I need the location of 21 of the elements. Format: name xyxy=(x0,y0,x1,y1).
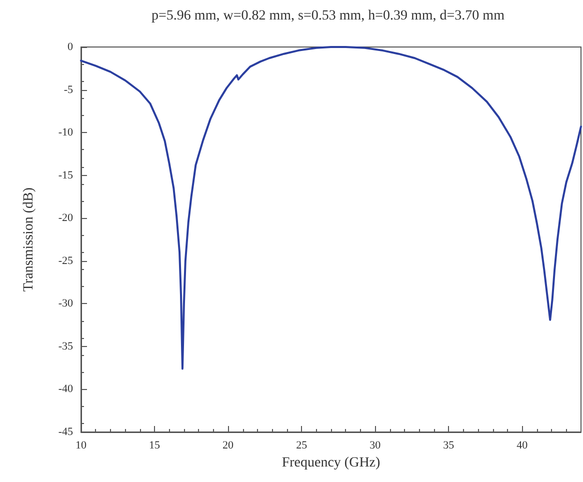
y-tick-label: -10 xyxy=(58,126,74,139)
y-axis-title: Transmission (dB) xyxy=(22,187,36,292)
x-tick-label: 25 xyxy=(296,440,308,452)
y-tick-label: -5 xyxy=(64,84,74,96)
x-tick-label: 15 xyxy=(149,440,161,452)
x-tick-label: 10 xyxy=(76,440,87,452)
y-tick-label: -40 xyxy=(58,383,74,396)
line-series xyxy=(80,46,582,370)
x-tick-label: 40 xyxy=(516,440,528,452)
chart-title: p=5.96 mm, w=0.82 mm, s=0.53 mm, h=0.39 mm, d=3.70 mm xyxy=(152,8,505,24)
x-axis-title: Frequency (GHz) xyxy=(282,455,381,470)
y-tick-label: -30 xyxy=(58,298,74,310)
y-tick-label: 0 xyxy=(68,41,74,53)
x-tick-label: 35 xyxy=(443,440,455,452)
x-tick-label: 20 xyxy=(222,440,234,452)
y-tick-label: -20 xyxy=(58,212,74,224)
y-tick-label: -35 xyxy=(58,340,74,352)
y-tick-label: -25 xyxy=(58,254,74,267)
y-tick-label: -45 xyxy=(58,426,74,438)
x-tick-label: 30 xyxy=(370,440,382,452)
y-tick-label: -15 xyxy=(58,169,74,182)
